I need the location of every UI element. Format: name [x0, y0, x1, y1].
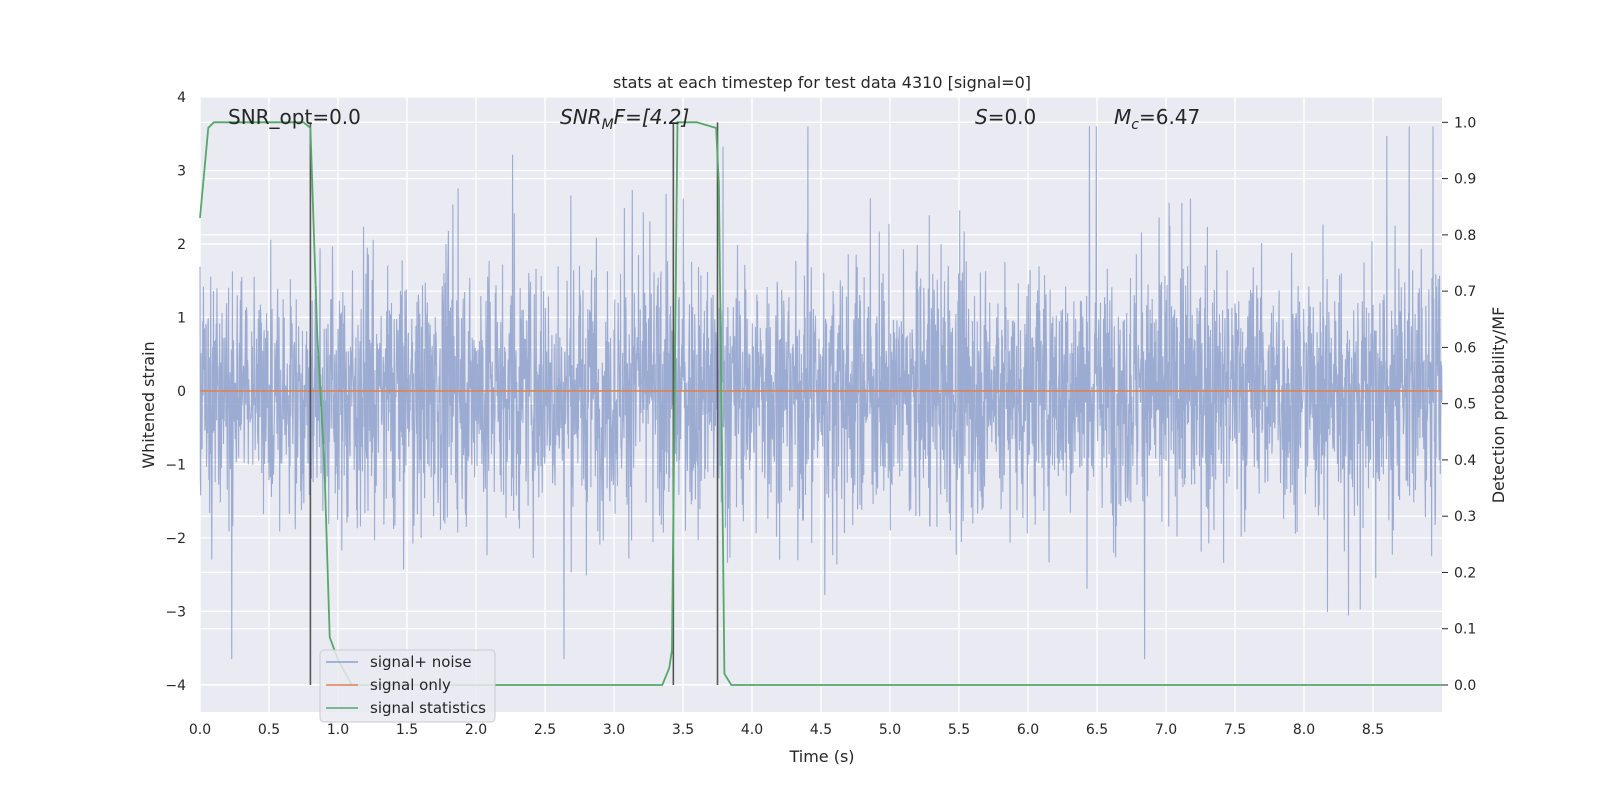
x-tick-label: 7.5 — [1224, 722, 1246, 738]
annotation-mc: Mc=6.47 — [1114, 105, 1200, 133]
y-tick-label: 2 — [177, 237, 186, 253]
annotation-s: S=0.0 — [975, 105, 1036, 129]
x-tick-label: 5.0 — [879, 722, 901, 738]
x-tick-label: 7.0 — [1155, 722, 1177, 738]
annotation-mc-main: M — [1114, 105, 1131, 129]
legend-label-signal-statistics: signal statistics — [370, 699, 486, 717]
y-tick-label: −1 — [165, 457, 186, 473]
x-axis-ticks: 0.0 0.5 1.0 1.5 2.0 2.5 3.0 3.5 4.0 4.5 5.0 5.5 6.0 6… — [189, 722, 1384, 738]
series-line-signal-noise — [199, 126, 1443, 660]
x-tick-label: 4.5 — [810, 722, 832, 738]
y-right-tick-label: 0.3 — [1454, 509, 1476, 525]
x-tick-label: 8.5 — [1362, 722, 1384, 738]
legend-label-signal-noise: signal+ noise — [370, 653, 472, 671]
y-tick-label: 0 — [177, 384, 186, 400]
series-signal-noise — [199, 126, 1443, 660]
annotation-s-main: S — [975, 105, 988, 129]
y-tick-label: −3 — [165, 604, 186, 620]
x-tick-label: 8.0 — [1293, 722, 1315, 738]
y-tick-label: −4 — [165, 678, 186, 694]
annotation-snr-mf-sub: M — [602, 117, 614, 133]
y-right-tick-label: 0.5 — [1454, 397, 1476, 413]
x-tick-label: 0.5 — [258, 722, 280, 738]
annotation-snr-opt: SNR_opt=0.0 — [228, 105, 361, 129]
x-axis-label: Time (s) — [788, 747, 854, 766]
series-line-signal-statistics — [199, 121, 1442, 686]
y-axis-ticks: 4 3 2 1 0 −1 −2 −3 −4 — [165, 90, 186, 694]
x-tick-label: 2.0 — [465, 722, 487, 738]
y-tick-label: −2 — [165, 531, 186, 547]
x-tick-label: 3.5 — [672, 722, 694, 738]
annotation-mc-sub: c — [1131, 117, 1139, 133]
x-tick-label: 0.0 — [189, 722, 211, 738]
chart-title: stats at each timestep for test data 431… — [613, 73, 1031, 92]
x-tick-label: 2.5 — [534, 722, 556, 738]
y-tick-label: 1 — [177, 310, 186, 326]
y-right-tick-label: 0.8 — [1454, 228, 1476, 244]
x-tick-label: 6.5 — [1086, 722, 1108, 738]
y-right-tick-label: 0.0 — [1454, 678, 1476, 694]
annotation-snr-mf-main: SNR — [560, 105, 602, 129]
annotation-mc-rest: =6.47 — [1139, 105, 1200, 129]
y-tick-label: 4 — [177, 90, 186, 106]
y-right-tick-label: 1.0 — [1454, 115, 1476, 131]
annotation-s-rest: =0.0 — [988, 105, 1037, 129]
y-axis-label: Whitened strain — [139, 341, 158, 468]
legend-box — [319, 649, 496, 723]
annotation-snr-mf: SNRMF=[4.2] — [560, 105, 689, 133]
y-right-tick-label: 0.4 — [1454, 453, 1476, 469]
x-tick-label: 5.5 — [948, 722, 970, 738]
x-tick-label: 4.0 — [741, 722, 763, 738]
annotation-snr-mf-rest: F=[4.2] — [614, 105, 690, 129]
x-tick-label: 1.5 — [396, 722, 418, 738]
series-signal-statistics — [199, 121, 1442, 686]
y-right-axis-ticks: 1.0 0.9 0.8 0.7 0.6 0.5 0.4 0.3 0.2 0.1 0.0 — [1442, 115, 1476, 694]
legend-label-signal-only: signal only — [370, 676, 451, 694]
y-right-tick-label: 0.1 — [1454, 622, 1476, 638]
x-tick-label: 1.0 — [327, 722, 349, 738]
x-tick-label: 6.0 — [1017, 722, 1039, 738]
y-right-axis-label: Detection probability/MF — [1489, 307, 1508, 504]
y-right-tick-label: 0.7 — [1454, 284, 1476, 300]
x-tick-label: 3.0 — [603, 722, 625, 738]
y-right-tick-label: 0.9 — [1454, 172, 1476, 188]
legend: signal+ noise signal only signal statist… — [319, 649, 496, 723]
y-right-tick-label: 0.2 — [1454, 565, 1476, 581]
y-right-tick-label: 0.6 — [1454, 340, 1476, 356]
y-tick-label: 3 — [177, 163, 186, 179]
